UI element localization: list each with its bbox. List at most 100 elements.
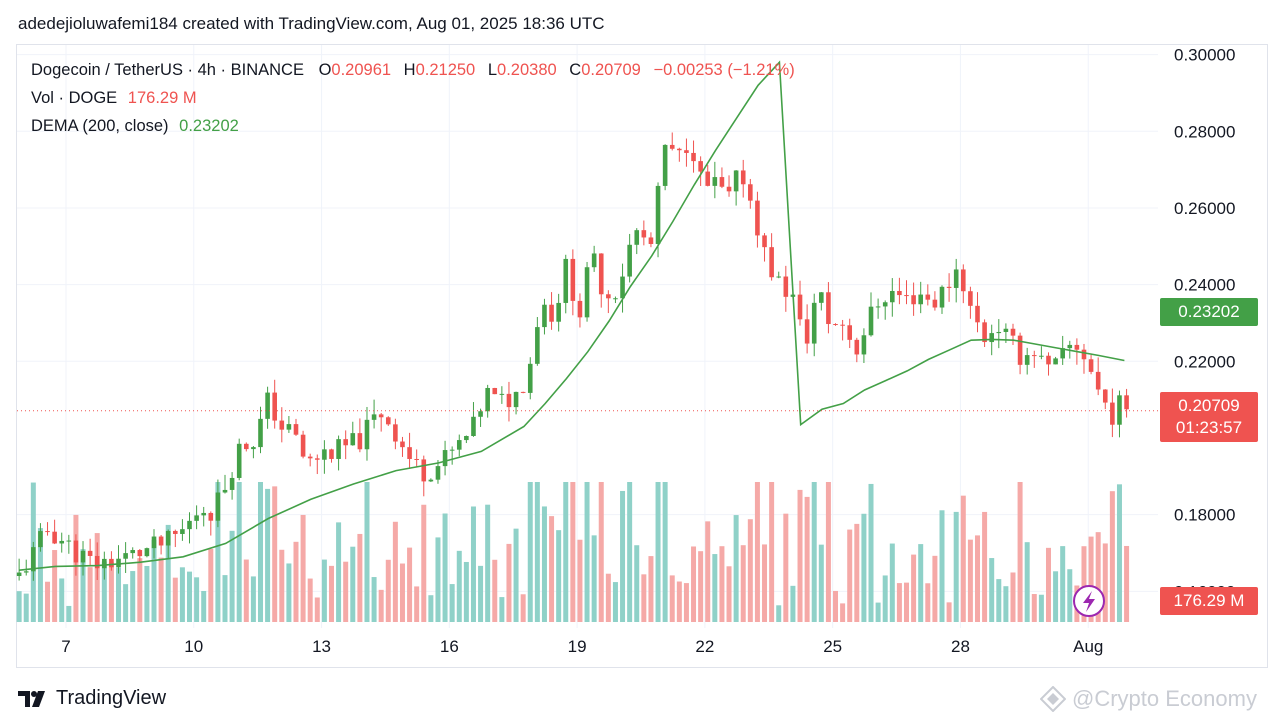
candle-down [1088, 359, 1094, 372]
volume-bar-up [194, 577, 200, 622]
volume-bar-up [1116, 484, 1122, 622]
y-tick-label: 0.28000 [1174, 122, 1235, 141]
volume-bar-up [456, 550, 462, 622]
volume-bar-down [137, 558, 143, 622]
dema-price-tag: 0.23202 [1160, 298, 1258, 326]
candles [16, 132, 1129, 581]
volume-bar-down [833, 590, 839, 622]
high-value: 0.21250 [415, 61, 476, 79]
volume-bar-down [293, 541, 299, 622]
x-tick-label: 7 [61, 637, 70, 656]
x-axis-ticks: 7 10 13 16 19 22 25 28 Aug [61, 637, 1103, 656]
candle-down [109, 558, 114, 568]
volume-bar-down [925, 583, 931, 622]
candle-up [513, 391, 519, 408]
candle-down [378, 414, 384, 418]
volume-bar-down [172, 577, 178, 622]
volume-bar-down [1095, 532, 1101, 622]
candle-down [357, 433, 363, 450]
volume-bar-up [712, 554, 718, 622]
candle-down [854, 339, 860, 355]
y-tick-label: 0.30000 [1174, 46, 1235, 65]
tradingview-brand[interactable]: TradingView [18, 687, 166, 710]
volume-bar-up [336, 522, 342, 622]
legend-dema: DEMA (200, close) 0.23202 [31, 117, 239, 136]
candle-up [563, 258, 569, 303]
chart-frame[interactable] [16, 44, 1268, 668]
y-tick-label: 0.26000 [1174, 199, 1235, 218]
candle-down [748, 184, 753, 201]
candle-up [229, 477, 235, 490]
candle-up [31, 547, 36, 572]
candle-down [1081, 349, 1087, 360]
x-tick-label: Aug [1073, 637, 1103, 656]
volume-bar-up [442, 513, 448, 622]
volume-bar-down [825, 482, 831, 622]
volume-bar-up [776, 605, 782, 622]
candle-down [492, 387, 498, 395]
candle-up [1117, 395, 1122, 425]
volume-bar-down [691, 546, 697, 622]
volume-bar-up [215, 482, 221, 622]
lightning-button[interactable] [1073, 585, 1105, 617]
y-tick-label: 0.24000 [1174, 276, 1235, 295]
volume-bar-down [840, 603, 846, 622]
candle-down [549, 304, 554, 322]
volume-bar-down [45, 581, 51, 622]
candle-up [180, 529, 185, 534]
candle-down [762, 235, 767, 248]
volume-bar-up [534, 482, 540, 622]
candle-up [776, 276, 782, 278]
candle-up [464, 436, 469, 441]
volume-label[interactable]: Vol · DOGE [31, 89, 118, 107]
candle-up [222, 489, 228, 493]
candle-up [542, 304, 547, 328]
last-price-tag: 0.20709 01:23:57 [1160, 392, 1258, 442]
candle-down [783, 276, 789, 297]
candle-down [307, 456, 313, 459]
candle-up [59, 540, 65, 544]
candle-down [329, 449, 334, 459]
volume-bar-up [1067, 569, 1073, 622]
candle-up [187, 520, 192, 530]
candle-up [428, 479, 434, 482]
candle-up [265, 392, 270, 419]
candle-down [520, 391, 526, 393]
candle-down [343, 439, 348, 446]
volume-bar-up [16, 591, 22, 622]
candle-up [38, 531, 43, 548]
candle-down [911, 295, 916, 305]
volume-bar-down [108, 562, 114, 622]
volume-bar-up [364, 482, 370, 622]
volume-bars [16, 482, 1130, 622]
dema-label[interactable]: DEMA (200, close) [31, 117, 169, 135]
candle-up [485, 387, 490, 412]
x-tick-label: 10 [184, 637, 203, 656]
symbol-label[interactable]: Dogecoin / TetherUS · 4h · BINANCE [31, 61, 304, 79]
candle-down [755, 200, 760, 236]
volume-bar-down [705, 521, 711, 622]
candle-down [641, 230, 647, 238]
volume-bar-up [1053, 571, 1059, 622]
candle-up [712, 177, 718, 186]
volume-bar-down [1102, 543, 1108, 622]
volume-bar-down [769, 482, 775, 622]
volume-bar-up [116, 567, 122, 622]
x-tick-label: 16 [440, 637, 459, 656]
x-tick-label: 25 [823, 637, 842, 656]
candle-down [385, 417, 391, 425]
candle-down [1046, 355, 1051, 365]
legend-volume: Vol · DOGE 176.29 M [31, 89, 197, 108]
volume-bar-up [1003, 586, 1009, 622]
volume-bar-up [811, 482, 817, 622]
volume-bar-up [868, 483, 874, 622]
candle-down [684, 150, 689, 153]
y-tick-label: 0.18000 [1174, 506, 1235, 525]
bar-countdown: 01:23:57 [1175, 418, 1243, 437]
volume-bar-down [243, 559, 249, 622]
volume-bar-up [662, 482, 668, 622]
y-axis-ticks: 0.30000 0.28000 0.26000 0.24000 0.22000 0.180… [1174, 46, 1235, 602]
volume-bar-down [605, 573, 611, 622]
candle-up [939, 286, 945, 308]
